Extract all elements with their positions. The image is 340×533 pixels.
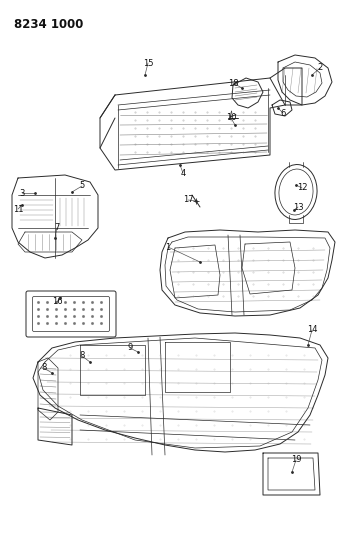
Text: 7: 7	[54, 223, 60, 232]
Text: 16: 16	[52, 297, 62, 306]
Text: 13: 13	[293, 203, 303, 212]
Text: 2: 2	[317, 63, 323, 72]
Text: 8234 1000: 8234 1000	[14, 18, 83, 31]
Text: 10: 10	[226, 114, 236, 123]
Text: 6: 6	[280, 109, 286, 117]
Text: 4: 4	[181, 168, 186, 177]
Text: 12: 12	[297, 183, 307, 192]
Text: 15: 15	[143, 59, 153, 68]
Text: 5: 5	[79, 182, 85, 190]
Text: 3: 3	[19, 189, 25, 198]
Text: 9: 9	[128, 343, 133, 352]
Text: 11: 11	[13, 205, 23, 214]
Text: 19: 19	[291, 456, 301, 464]
Text: 17: 17	[183, 196, 193, 205]
Text: 18: 18	[228, 78, 238, 87]
Text: 14: 14	[307, 326, 317, 335]
Text: 8: 8	[41, 364, 47, 373]
Text: 1: 1	[165, 243, 171, 252]
Text: 8: 8	[79, 351, 85, 360]
